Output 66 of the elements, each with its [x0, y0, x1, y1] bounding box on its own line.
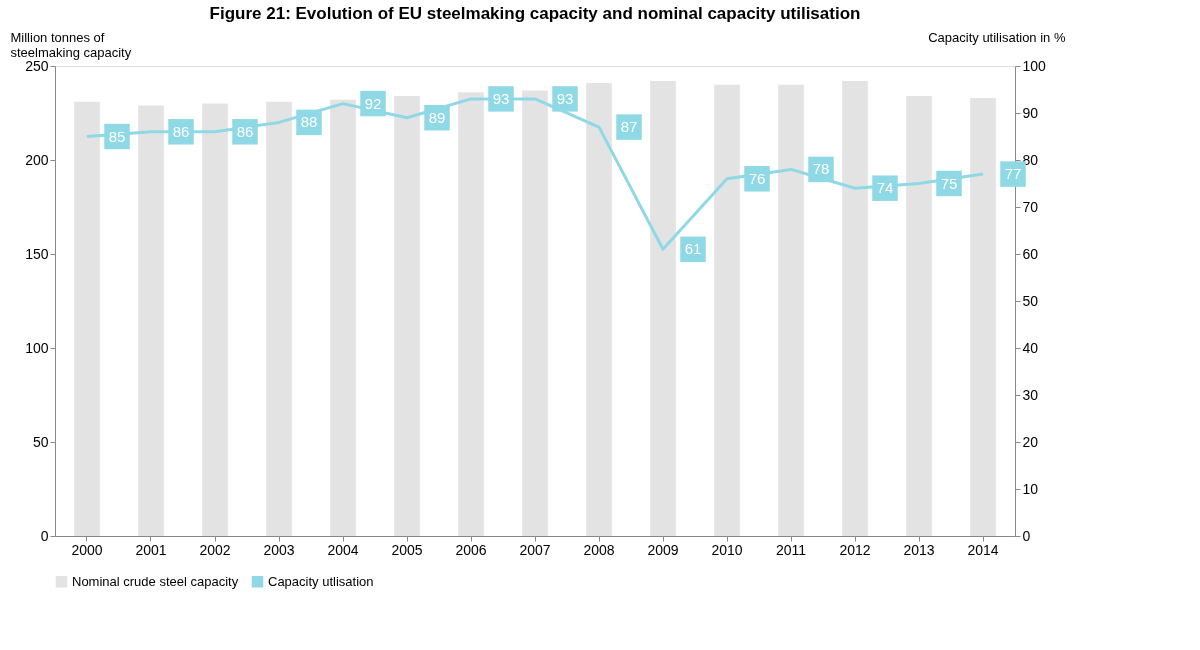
data-label: 74	[876, 179, 894, 197]
data-label: 61	[684, 240, 702, 258]
x-tick-label: 2009	[647, 541, 679, 558]
data-label: 89	[428, 108, 446, 126]
y2-tick-label: 30	[1022, 386, 1039, 403]
x-tick-label: 2003	[263, 541, 295, 558]
x-tick-label: 2014	[967, 541, 999, 558]
x-tick-label: 2001	[135, 541, 167, 558]
bar	[906, 96, 932, 536]
y-tick-label: 200	[25, 151, 49, 168]
data-label: 93	[556, 89, 574, 107]
bar	[522, 90, 548, 536]
data-label: 78	[812, 160, 830, 178]
data-label: 92	[364, 94, 382, 112]
bar	[138, 105, 164, 536]
bar	[970, 97, 996, 536]
y-tick-label: 250	[25, 57, 49, 74]
x-tick-label: 2010	[711, 541, 743, 558]
bar	[330, 99, 356, 536]
y2-axis-title: Capacity utilisation in %	[928, 29, 1066, 45]
y2-tick-label: 10	[1022, 480, 1039, 497]
x-tick-label: 2006	[455, 541, 487, 558]
x-tick-label: 2004	[327, 541, 359, 558]
data-label: 86	[172, 122, 190, 140]
legend-label: Capacity utlisation	[268, 573, 374, 589]
data-label: 85	[108, 127, 126, 145]
bar	[586, 82, 612, 536]
y2-tick-label: 20	[1022, 433, 1039, 450]
bar	[714, 84, 740, 536]
bar	[74, 101, 100, 536]
x-tick-label: 2012	[839, 541, 871, 558]
data-label: 75	[940, 174, 958, 192]
x-tick-label: 2002	[199, 541, 231, 558]
data-label: 86	[236, 122, 254, 140]
x-tick-label: 2000	[71, 541, 103, 558]
data-label: 88	[300, 113, 318, 131]
y-axis-title: Million tonnes of steelmaking capacity	[10, 29, 132, 60]
data-label: 87	[620, 118, 638, 136]
x-tick-label: 2011	[775, 541, 807, 558]
bar	[266, 101, 292, 536]
x-tick-label: 2007	[519, 541, 551, 558]
y-tick-label: 100	[25, 339, 49, 356]
y-tick-label: 150	[25, 245, 49, 262]
y2-tick-label: 0	[1022, 527, 1031, 544]
y2-tick-label: 40	[1022, 339, 1039, 356]
y-tick-label: 50	[32, 433, 49, 450]
data-label: 93	[492, 89, 510, 107]
x-tick-label: 2013	[903, 541, 935, 558]
bar	[458, 92, 484, 536]
bar	[650, 81, 676, 536]
x-tick-label: 2005	[391, 541, 423, 558]
chart-title: Figure 21: Evolution of EU steelmaking capacity and nominal capacity utilisation	[209, 4, 861, 23]
x-tick-label: 2008	[583, 541, 615, 558]
y2-tick-label: 60	[1022, 245, 1039, 262]
bar	[202, 103, 228, 536]
bar	[394, 96, 420, 536]
bar	[778, 84, 804, 536]
bar	[842, 81, 868, 536]
y2-tick-label: 100	[1022, 57, 1047, 74]
y2-tick-label: 70	[1022, 198, 1039, 215]
y2-tick-label: 50	[1022, 292, 1039, 309]
data-label: 77	[1004, 165, 1022, 183]
y-tick-label: 0	[40, 527, 49, 544]
y2-tick-label: 90	[1022, 104, 1039, 121]
legend-label: Nominal crude steel capacity	[72, 573, 239, 589]
data-label: 76	[748, 169, 766, 187]
